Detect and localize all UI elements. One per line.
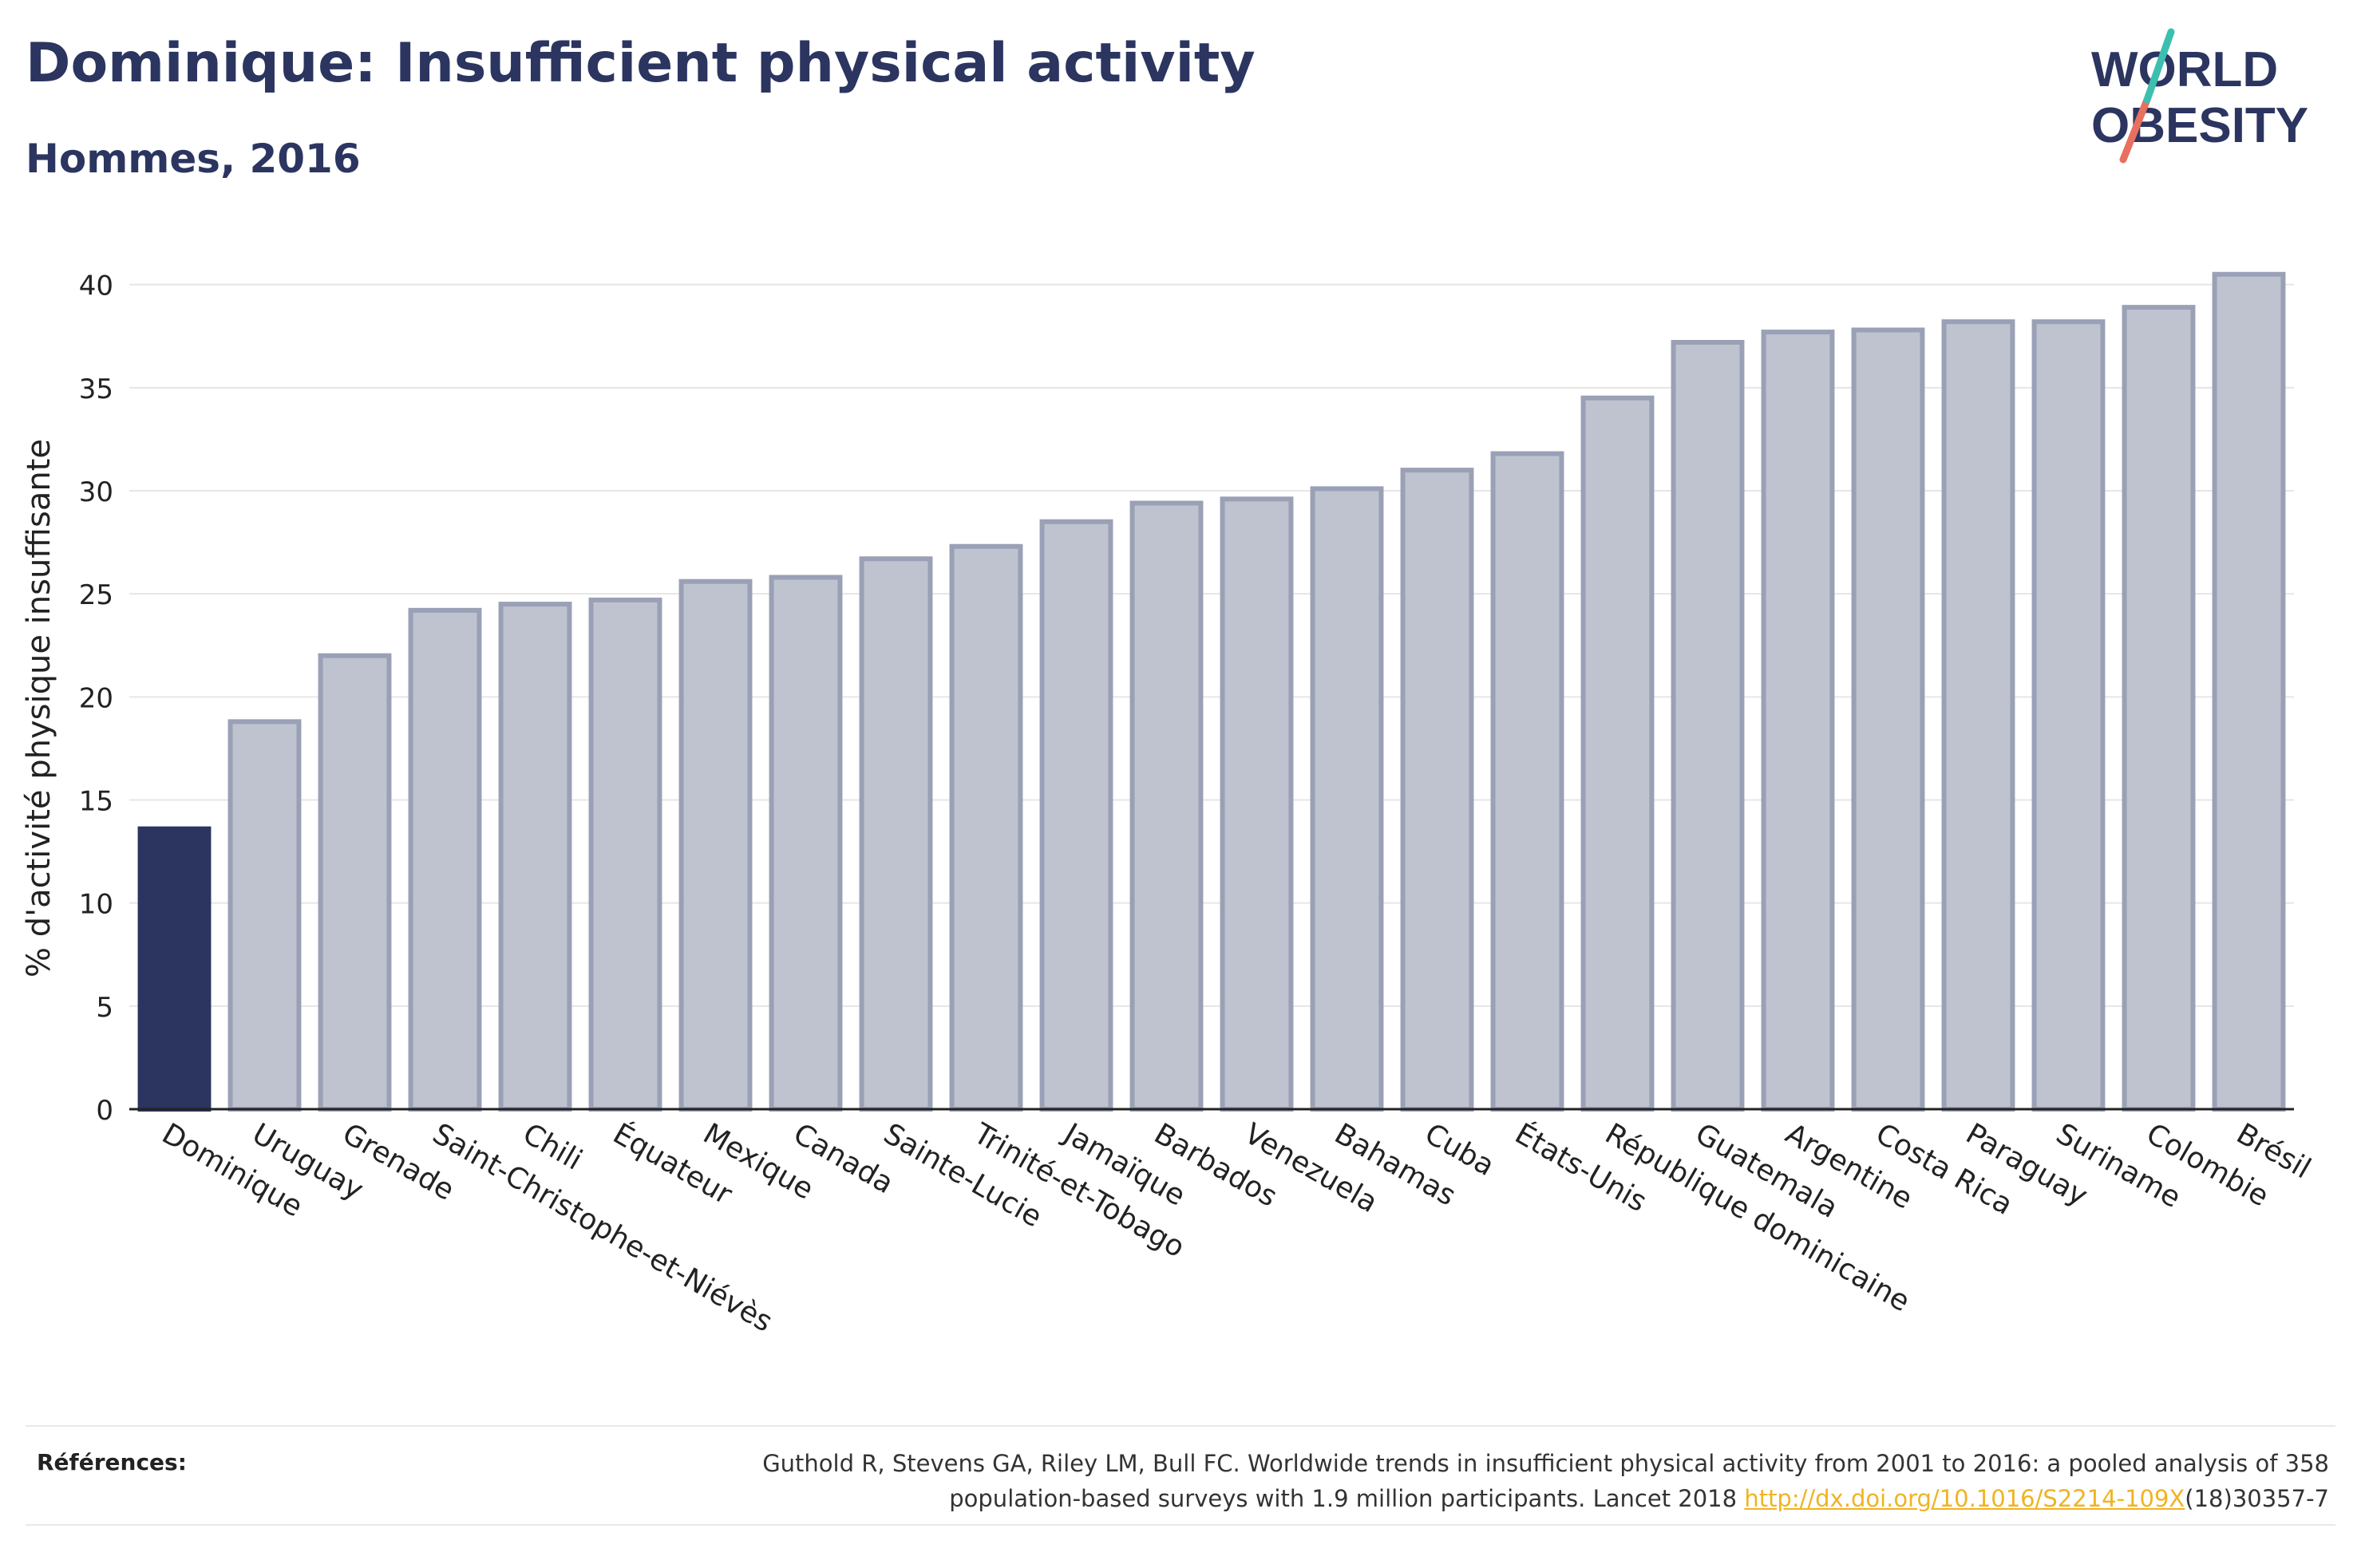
references-text: Guthold R, Stevens GA, Riley LM, Bull FC…: [493, 1446, 2329, 1516]
y-tick-label: 5: [96, 992, 113, 1024]
y-tick-label: 10: [79, 889, 113, 921]
footer-divider-top: [26, 1425, 2335, 1427]
bar[interactable]: [1851, 327, 1925, 1112]
bar[interactable]: [588, 597, 662, 1112]
reference-line1: Guthold R, Stevens GA, Riley LM, Bull FC…: [762, 1450, 2329, 1477]
y-tick-label: 15: [79, 786, 113, 818]
bar[interactable]: [949, 543, 1023, 1112]
world-obesity-logo: WORLD OBESITY: [2091, 28, 2308, 164]
bar[interactable]: [1129, 500, 1204, 1112]
bar[interactable]: [2122, 305, 2196, 1112]
bar[interactable]: [1220, 496, 1294, 1112]
bar[interactable]: [769, 575, 843, 1112]
bar[interactable]: [2212, 271, 2286, 1112]
y-tick-label: 0: [96, 1095, 113, 1127]
y-tick-label: 40: [79, 271, 113, 302]
y-tick-label: 35: [79, 373, 113, 405]
footer-divider-bottom: [26, 1524, 2335, 1526]
logo-slash-teal: [2143, 28, 2175, 104]
bar-chart: 0 5 10 15 20 25 30 35 40 DominiqueUruguayGrenade…: [21, 271, 2316, 1339]
bar[interactable]: [227, 719, 302, 1112]
bar[interactable]: [1400, 468, 1474, 1112]
reference-doi-link[interactable]: http://dx.doi.org/10.1016/S2214-109X: [1744, 1485, 2185, 1512]
y-tick-label: 25: [79, 579, 113, 611]
bar[interactable]: [498, 602, 572, 1112]
bar[interactable]: [1761, 330, 1835, 1112]
bar[interactable]: [1671, 340, 1745, 1112]
chart-title: Dominique: Insufficient physical activit…: [26, 32, 1256, 95]
bar[interactable]: [408, 607, 482, 1112]
logo-line1: WORLD: [2091, 42, 2278, 97]
bar[interactable]: [1941, 319, 2015, 1112]
y-axis-label: % d'activité physique insuffisante: [21, 439, 57, 978]
logo-slash-coral: [2119, 96, 2151, 164]
bar[interactable]: [1490, 451, 1564, 1112]
y-axis-ticks: 0 5 10 15 20 25 30 35 40: [79, 271, 113, 1127]
x-axis-ticks: DominiqueUruguayGrenadeSaint-Christophe-…: [156, 1116, 2316, 1338]
bar[interactable]: [859, 556, 933, 1112]
bars: [137, 271, 2286, 1112]
bar[interactable]: [678, 579, 753, 1112]
bar[interactable]: [1310, 486, 1384, 1112]
bar[interactable]: [1580, 395, 1655, 1112]
bar[interactable]: [2031, 319, 2106, 1112]
bar[interactable]: [1039, 519, 1113, 1112]
reference-link-suffix: (18)30357-7: [2185, 1485, 2329, 1512]
reference-line2: population-based surveys with 1.9 millio…: [949, 1485, 1745, 1512]
chart-subtitle: Hommes, 2016: [26, 136, 361, 182]
references-label: Références:: [37, 1449, 187, 1475]
y-tick-label: 30: [79, 476, 113, 508]
bar[interactable]: [318, 653, 392, 1112]
y-tick-label: 20: [79, 682, 113, 714]
bar[interactable]: [137, 826, 212, 1112]
